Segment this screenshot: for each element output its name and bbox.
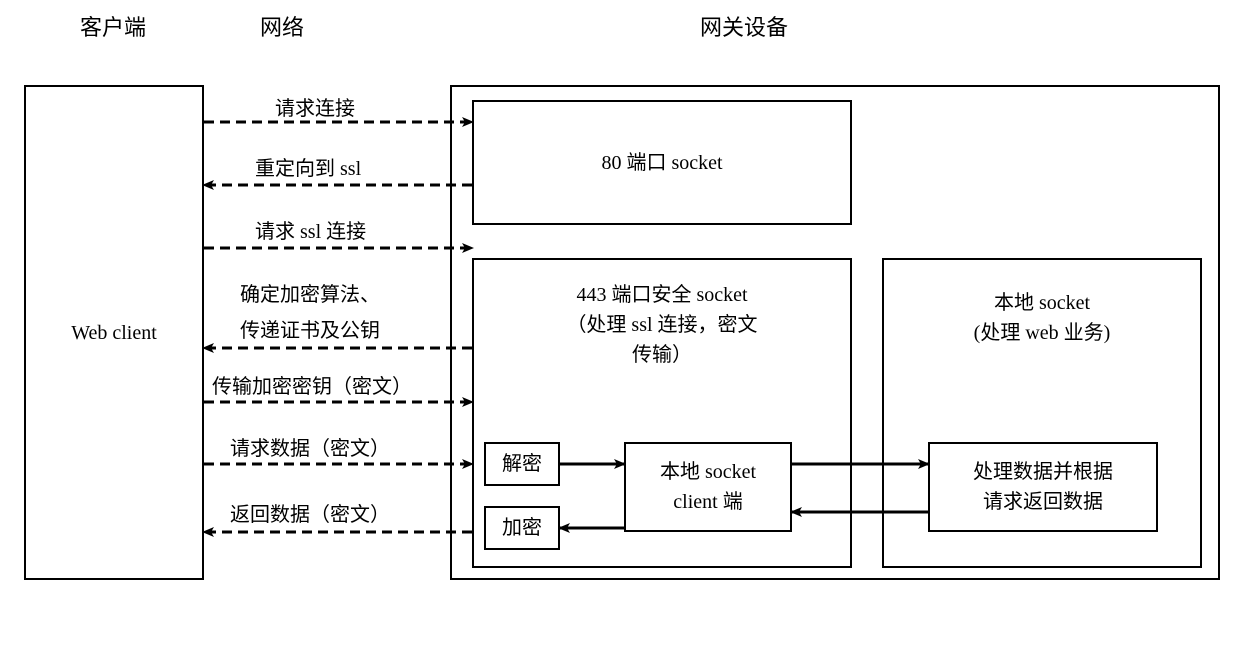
process-data-box: 处理数据并根据 请求返回数据 [928,442,1158,532]
decrypt-box: 解密 [484,442,560,486]
encrypt-box: 加密 [484,506,560,550]
header-client: 客户端 [80,10,146,42]
msg-label-4: 传递证书及公钥 [240,314,380,343]
process-data-label: 处理数据并根据 请求返回数据 [973,457,1113,517]
socket-80-box: 80 端口 socket [472,100,852,225]
msg-label-0: 请求连接 [275,92,355,121]
local-socket-label: 本地 socket (处理 web 业务) [884,260,1200,348]
msg-label-2: 请求 ssl 连接 [255,215,366,244]
socket-80-label: 80 端口 socket [601,148,722,178]
header-gateway: 网关设备 [700,10,788,42]
msg-label-3: 确定加密算法、 [240,278,380,307]
local-client-label: 本地 socket client 端 [660,457,756,517]
local-client-box: 本地 socket client 端 [624,442,792,532]
encrypt-label: 加密 [502,513,542,543]
socket-443-label: 443 端口安全 socket （处理 ssl 连接，密文 传输） [474,260,850,370]
web-client-box: Web client [24,85,204,580]
header-network: 网络 [260,10,304,42]
msg-label-5: 传输加密密钥（密文） [212,370,412,399]
web-client-label: Web client [71,318,157,348]
decrypt-label: 解密 [502,449,542,479]
msg-label-6: 请求数据（密文） [230,432,390,461]
msg-label-7: 返回数据（密文） [230,498,390,527]
msg-label-1: 重定向到 ssl [255,152,361,181]
